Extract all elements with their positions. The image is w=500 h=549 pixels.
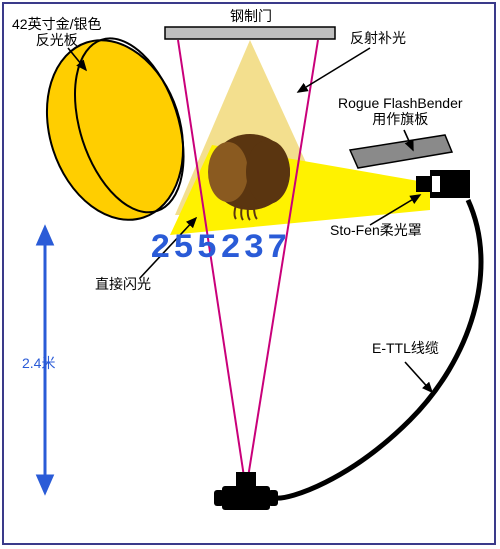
label-stofen: Sto-Fen柔光罩 <box>330 222 422 238</box>
label-bounce-fill: 反射补光 <box>350 30 406 46</box>
watermark-text: 255237 <box>150 230 290 268</box>
steel-door <box>165 27 335 39</box>
label-direct-flash: 直接闪光 <box>95 276 151 292</box>
label-reflector: 42英寸金/银色 反光板 <box>12 16 101 48</box>
label-ettl: E-TTL线缆 <box>372 340 439 356</box>
reflector-disc <box>25 22 205 237</box>
flashbender-flag <box>350 135 452 168</box>
label-steel-door: 钢制门 <box>230 8 272 24</box>
main-camera <box>214 472 278 510</box>
label-flashbender: Rogue FlashBender 用作旗板 <box>338 95 463 127</box>
label-distance: 2.4米 <box>22 355 55 371</box>
diagram-svg <box>0 0 500 549</box>
diagram-stage: 42英寸金/银色 反光板 钢制门 反射补光 Rogue FlashBender … <box>0 0 500 549</box>
